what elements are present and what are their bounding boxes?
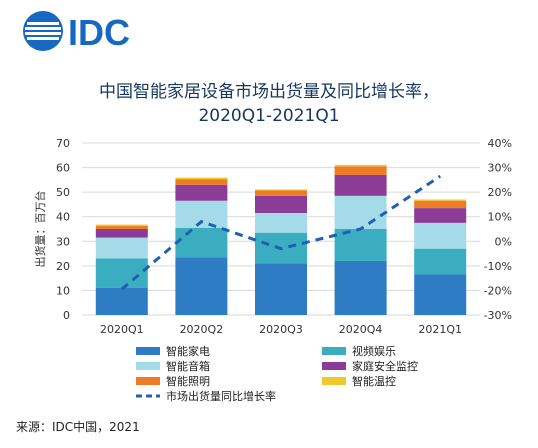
y-axis-label: 出货量：百万台 [33,191,47,268]
idc-logo: IDC [23,11,130,52]
y2-tick-label: -20% [484,284,512,297]
bar-segment [95,237,148,259]
y2-tick-label: 20% [488,186,512,199]
logo-text: IDC [68,12,130,52]
legend-swatch [322,377,346,385]
bar-segment [334,164,387,167]
bar-segment [255,263,307,315]
y2-tick-label: 10% [488,211,512,224]
chart-title-line-2: 2020Q1-2021Q1 [198,106,340,126]
legend-label: 智能温控 [352,374,396,388]
logo-globe-icon [23,11,63,51]
bar-segment [414,208,467,223]
legend-swatch [322,347,346,355]
bar-segment [175,227,228,258]
y2-tick-label: -10% [484,260,512,273]
source-note: 来源：IDC中国，2021 [16,420,140,434]
bar-segment [175,177,228,180]
bar-segment [414,222,467,249]
legend-label: 市场出货量同比增长率 [166,389,276,403]
bar-segment [255,189,307,191]
bar-segment [414,199,467,201]
bar-segment [334,174,387,196]
y2-tick-label: 30% [488,162,512,175]
bar-segment [175,184,228,201]
y-tick-label: 70 [56,137,70,150]
x-tick-label: 2021Q1 [418,323,462,336]
y-tick-label: 30 [56,235,70,248]
x-tick-label: 2020Q2 [180,323,224,336]
legend-label: 智能音箱 [166,359,210,373]
y-tick-label: 60 [56,162,70,175]
legend-swatch [136,377,160,385]
x-tick-label: 2020Q4 [339,323,383,336]
chart-title: 中国智能家居设备市场出货量及同比增长率， 2020Q1-2021Q1 [0,80,538,128]
legend-swatch [136,347,160,355]
bar-segment [334,260,387,315]
legend-swatch [322,362,346,370]
y-tick-label: 20 [56,260,70,273]
y2-tick-label: 40% [488,137,512,150]
bar-segment [414,274,467,315]
legend-label: 家庭安全监控 [352,359,418,373]
legend-label: 视频娱乐 [352,344,396,358]
growth-rate-line [120,174,442,291]
bar-segment [95,224,148,226]
y2-tick-label: 0% [495,235,512,248]
legend-label: 智能家电 [166,344,210,358]
bar-segment [175,257,228,315]
y-tick-label: 40 [56,211,70,224]
bar-segment [255,213,307,233]
bar-segment [95,258,148,288]
x-tick-label: 2020Q3 [259,323,303,336]
bar-segment [95,229,148,238]
bar-segment [95,287,148,315]
bar-segment [334,195,387,229]
x-tick-label: 2020Q1 [100,323,144,336]
bar-segment [414,248,467,275]
y-tick-label: 10 [56,284,70,297]
bar-segment [175,200,228,228]
bar-segment [255,190,307,196]
bar-segment [175,179,228,185]
chart-title-line-1: 中国智能家居设备市场出货量及同比增长率， [99,82,439,102]
y-tick-label: 50 [56,186,70,199]
bar-segment [95,225,148,229]
y2-tick-label: -30% [484,309,512,322]
bar-segment [334,166,387,175]
legend-swatch [136,362,160,370]
bar-segment [334,229,387,261]
legend-label: 智能照明 [166,374,210,388]
bar-segment [255,195,307,214]
y-tick-label: 0 [63,309,70,322]
bar-segment [414,200,467,209]
